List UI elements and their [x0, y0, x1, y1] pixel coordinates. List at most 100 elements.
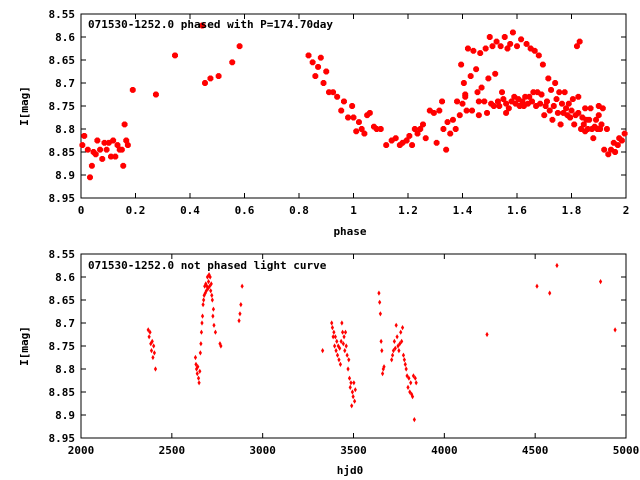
- data-point: [545, 75, 552, 82]
- data-point: [99, 155, 106, 162]
- data-point: [347, 375, 352, 381]
- data-point: [210, 297, 214, 303]
- data-point: [405, 373, 409, 379]
- data-point: [494, 98, 501, 105]
- unphased-x-tick-label: 2000: [68, 444, 95, 457]
- data-point: [361, 130, 368, 137]
- data-point: [377, 290, 381, 296]
- unphased-light-curve-panel: 2000 2500 3000 3500 4000 4500 5000 8.55 8.6 8.65 8…: [18, 248, 639, 477]
- data-point: [215, 73, 222, 80]
- data-point: [554, 109, 561, 116]
- data-point: [409, 142, 416, 149]
- data-point: [404, 366, 408, 372]
- data-point: [350, 114, 357, 121]
- data-point: [475, 98, 482, 105]
- phased-x-tick-label: 0.8: [289, 204, 309, 217]
- data-point: [469, 107, 475, 114]
- data-point: [207, 75, 214, 82]
- data-point: [341, 98, 347, 105]
- data-point: [542, 103, 549, 109]
- data-point: [463, 107, 470, 114]
- data-point: [392, 338, 396, 344]
- data-point: [342, 334, 346, 340]
- data-point: [87, 174, 93, 181]
- data-point: [509, 29, 516, 36]
- data-point: [202, 292, 206, 298]
- data-point: [337, 357, 341, 363]
- data-point: [464, 45, 471, 52]
- data-point: [403, 361, 407, 367]
- unphased-y-tick-label: 8.95: [49, 432, 76, 445]
- phased-x-axis-label: phase: [333, 225, 366, 238]
- data-point: [358, 126, 365, 132]
- data-point: [148, 329, 152, 335]
- data-point: [598, 279, 603, 285]
- data-point: [198, 368, 202, 374]
- data-point: [548, 290, 552, 296]
- phased-axis-ticks: [80, 13, 627, 199]
- data-point: [121, 121, 128, 128]
- data-point: [444, 119, 451, 126]
- data-point: [338, 361, 343, 367]
- data-point: [505, 105, 512, 112]
- data-point: [489, 43, 496, 50]
- data-point: [497, 43, 504, 50]
- phased-y-tick-label: 8.6: [55, 31, 75, 44]
- data-point: [597, 126, 604, 132]
- data-point: [208, 274, 212, 280]
- data-point: [548, 86, 555, 93]
- data-point: [519, 98, 526, 105]
- data-point: [331, 334, 335, 340]
- data-point: [580, 121, 587, 128]
- data-point: [339, 338, 343, 344]
- phased-y-tick-label: 8.65: [49, 54, 76, 67]
- data-point: [501, 34, 508, 40]
- data-point: [605, 151, 612, 158]
- data-point: [575, 109, 582, 116]
- data-point: [193, 354, 198, 361]
- data-point: [333, 343, 337, 349]
- phased-y-tick-label: 8.9: [55, 169, 75, 182]
- data-point: [338, 345, 342, 351]
- data-point: [436, 107, 443, 114]
- data-point: [124, 142, 131, 149]
- data-point: [323, 68, 330, 75]
- data-point: [503, 100, 510, 107]
- data-point: [401, 352, 406, 358]
- data-point: [539, 61, 546, 68]
- data-point: [199, 341, 203, 347]
- data-point: [486, 34, 493, 40]
- data-point: [200, 320, 204, 326]
- data-point: [433, 139, 440, 146]
- unphased-y-tick-label: 8.8: [55, 363, 75, 376]
- data-point: [565, 100, 572, 107]
- data-point: [552, 80, 559, 86]
- data-point: [236, 43, 243, 50]
- data-point: [353, 128, 360, 135]
- data-point: [408, 389, 412, 395]
- unphased-data-points: [146, 262, 617, 423]
- data-point: [601, 146, 608, 153]
- data-point: [394, 322, 398, 328]
- data-point: [590, 135, 597, 142]
- data-point: [321, 348, 325, 354]
- data-point: [470, 47, 477, 54]
- data-point: [199, 22, 206, 29]
- data-point: [412, 417, 416, 423]
- data-point: [201, 302, 205, 308]
- data-point: [390, 357, 394, 363]
- phased-y-tick-label: 8.85: [49, 146, 76, 159]
- data-point: [553, 96, 560, 103]
- unphased-plot-frame: [80, 253, 627, 439]
- unphased-x-tick-label: 2500: [159, 444, 186, 457]
- data-point: [413, 375, 417, 381]
- data-point: [203, 290, 207, 296]
- data-point: [204, 281, 208, 287]
- unphased-y-tick-label: 8.65: [49, 294, 76, 307]
- phased-light-curve-panel: 0 0.2 0.4 0.6 0.8 1 1.2 1.4 1.6 1.8 2 8.55 8.6 8.65 8.…: [18, 8, 629, 238]
- data-point: [240, 283, 244, 289]
- unphased-x-tick-label: 3500: [340, 444, 367, 457]
- data-point: [411, 373, 416, 379]
- phased-x-tick-label: 0.2: [126, 204, 146, 217]
